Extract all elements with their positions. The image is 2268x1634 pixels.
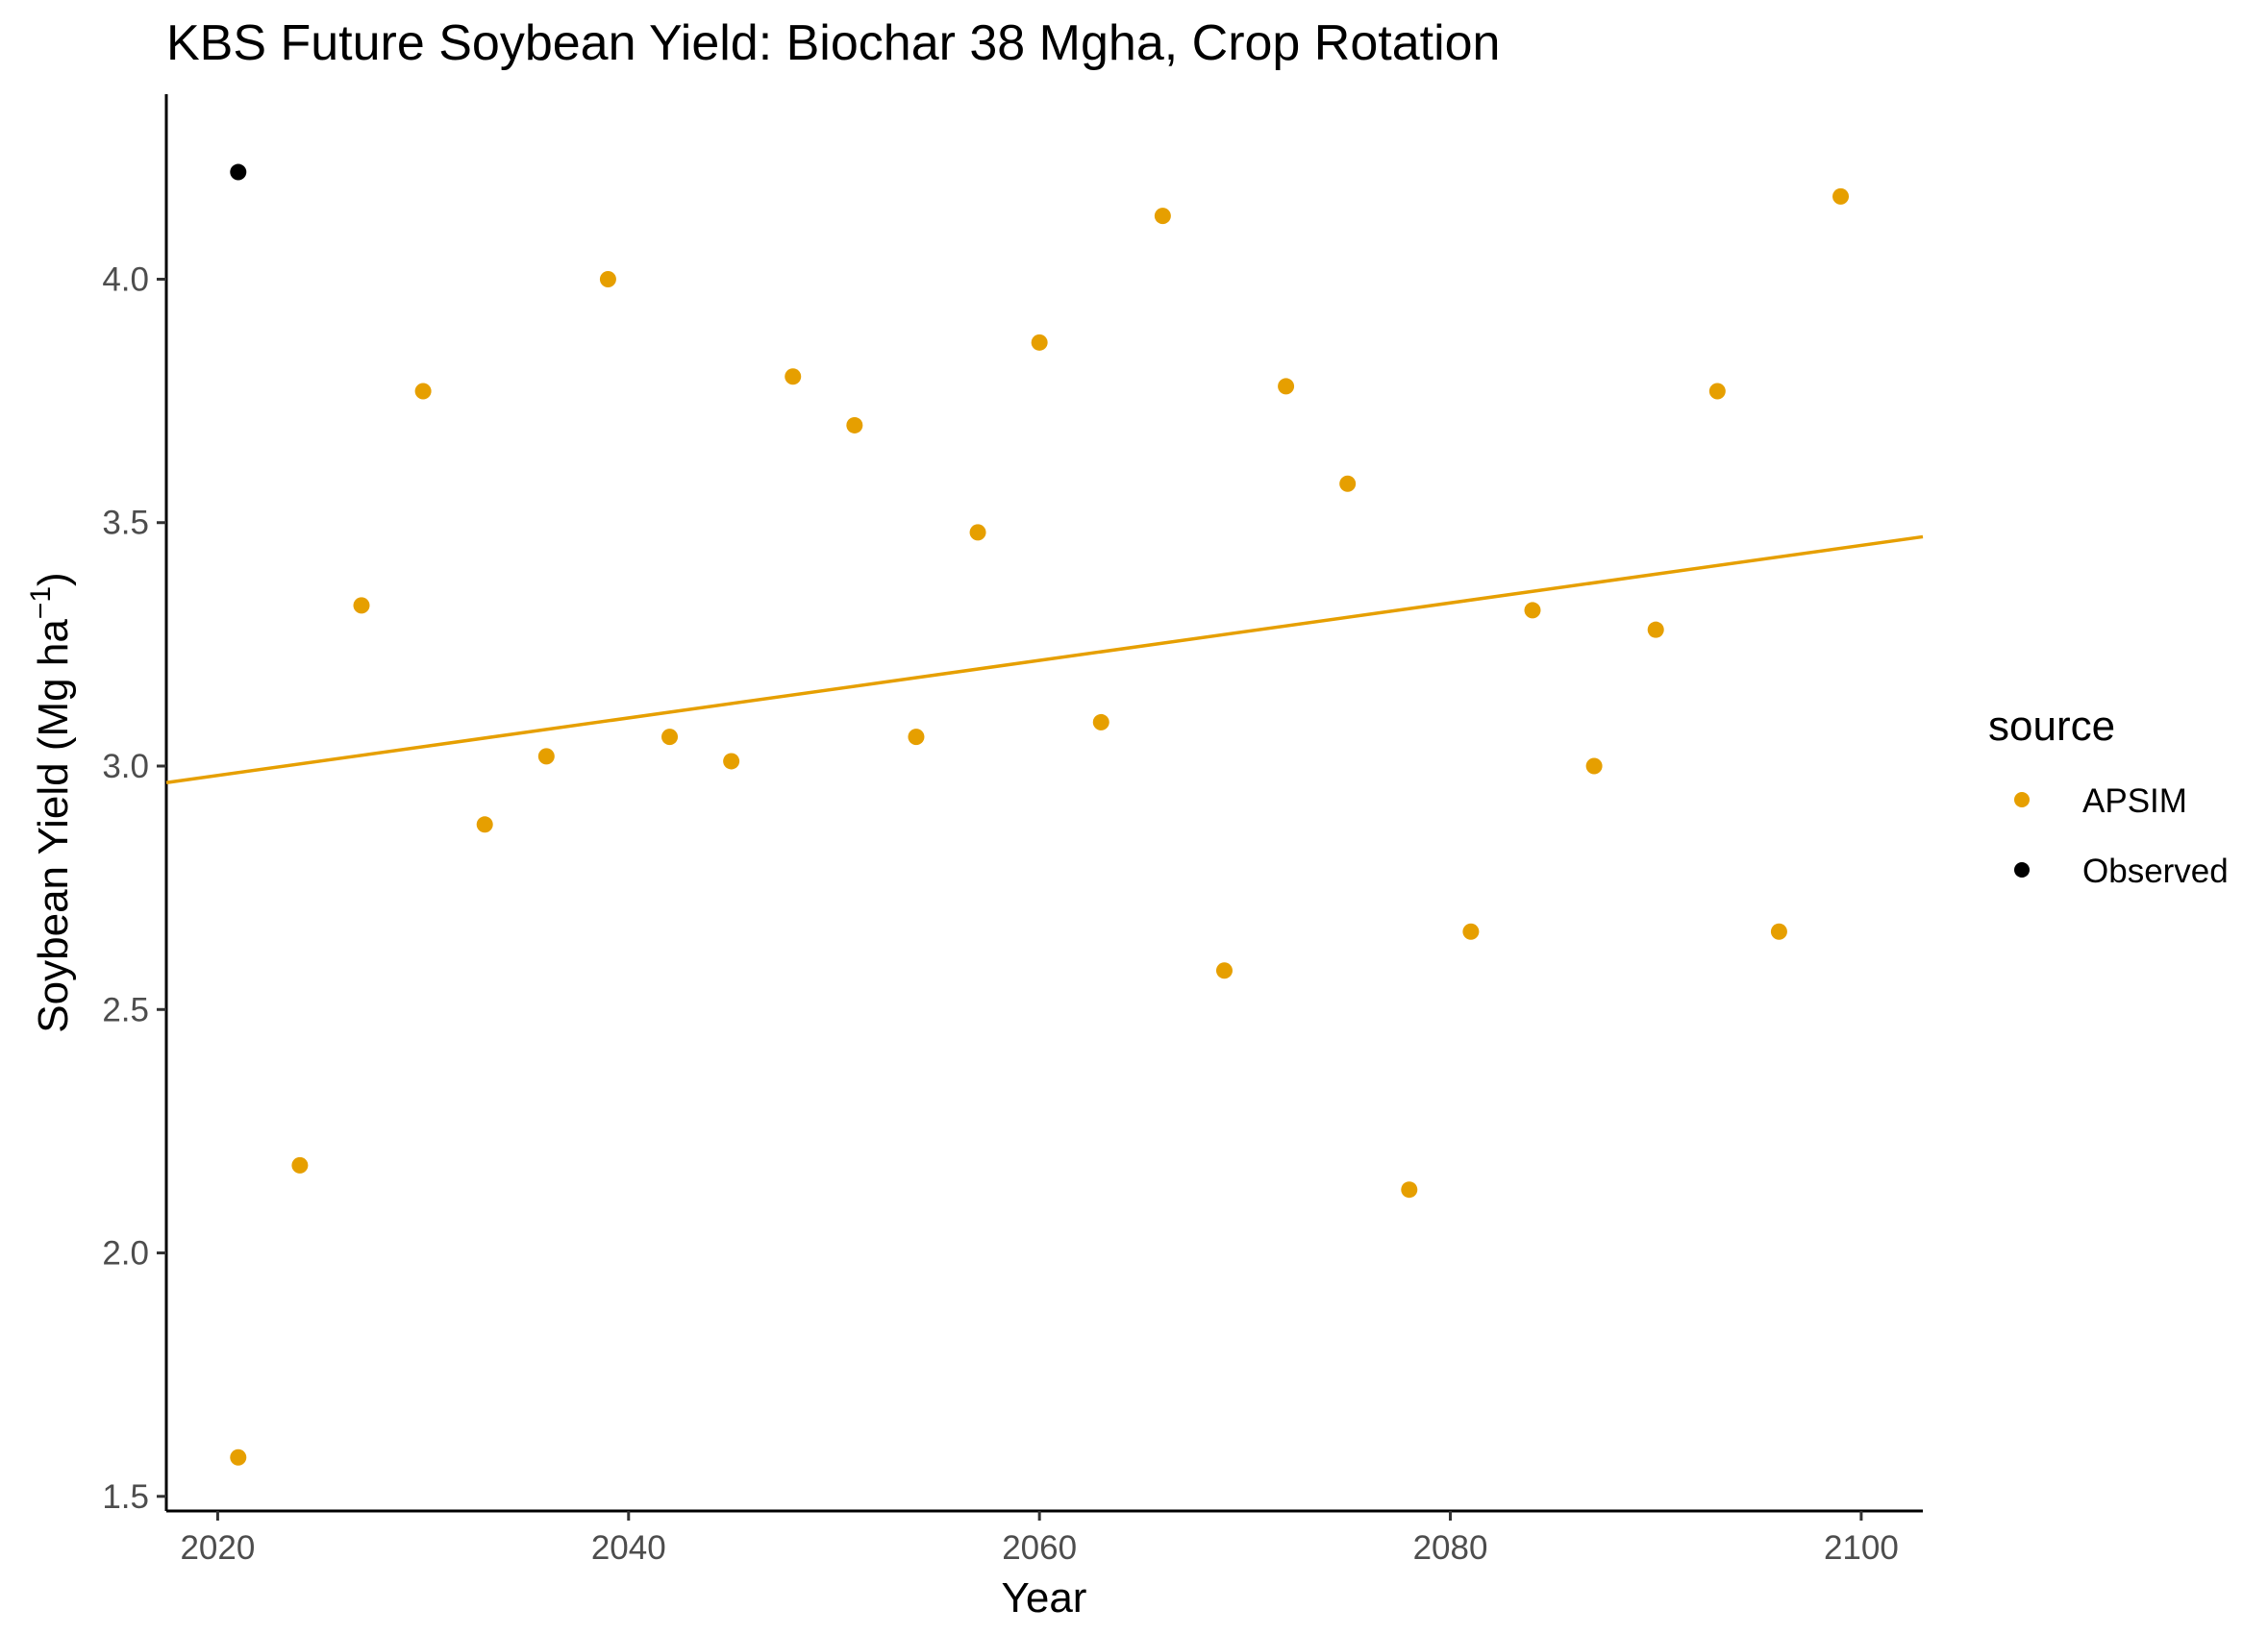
legend-title: source xyxy=(1988,703,2115,750)
legend-key-observed xyxy=(2014,862,2030,878)
x-tick-label: 2060 xyxy=(1002,1529,1077,1567)
data-point-apsim xyxy=(1832,187,1850,205)
x-tick-label: 2080 xyxy=(1413,1529,1488,1567)
trend-line-group xyxy=(165,534,1924,784)
data-point-apsim xyxy=(1708,383,1726,400)
y-tick-label: 4.0 xyxy=(102,260,149,298)
y-tick-label: 2.0 xyxy=(102,1235,149,1273)
legend: source APSIM Observed xyxy=(1988,703,2229,890)
data-point-apsim xyxy=(846,416,863,433)
data-point-apsim xyxy=(1215,962,1233,979)
data-point-observed xyxy=(230,163,247,181)
data-point-apsim xyxy=(1031,334,1048,351)
data-point-apsim xyxy=(414,383,432,400)
data-point-apsim xyxy=(1092,713,1109,730)
x-ticks: 2020 2040 2060 2080 2100 xyxy=(180,1511,1899,1567)
data-point-apsim xyxy=(1585,757,1603,775)
data-point-apsim xyxy=(1339,475,1357,492)
data-point-apsim xyxy=(353,597,370,614)
data-point-apsim xyxy=(1647,621,1664,638)
plot-panel: 1.5 2.0 2.5 3.0 3.5 4.0 2020 2040 2060 2080 2100 xyxy=(102,94,1924,1567)
y-tick-label: 3.0 xyxy=(102,748,149,785)
data-point-apsim xyxy=(537,748,555,765)
data-point-apsim xyxy=(476,816,493,833)
x-axis-title: Year xyxy=(1002,1574,1087,1622)
chart-title: KBS Future Soybean Yield: Biochar 38 Mgh… xyxy=(166,15,1500,71)
x-tick-label: 2020 xyxy=(180,1529,255,1567)
y-axis-title-main: Soybean Yield (Mg ha xyxy=(30,619,77,1033)
data-point-apsim xyxy=(1524,602,1541,619)
y-axis-title: Soybean Yield (Mg ha−1) xyxy=(25,572,77,1032)
legend-key-apsim xyxy=(2014,792,2030,807)
y-tick-label: 3.5 xyxy=(102,505,149,542)
data-point-apsim xyxy=(1770,923,1787,940)
data-point-apsim xyxy=(908,729,925,746)
data-point-apsim xyxy=(1278,378,1295,395)
data-point-apsim xyxy=(599,270,616,287)
data-point-apsim xyxy=(785,368,802,385)
data-point-apsim xyxy=(1462,923,1480,940)
legend-label-observed: Observed xyxy=(2082,853,2229,890)
legend-label-apsim: APSIM xyxy=(2082,782,2187,820)
data-points xyxy=(230,163,1850,1466)
x-tick-label: 2100 xyxy=(1824,1529,1899,1567)
y-tick-label: 2.5 xyxy=(102,991,149,1028)
data-point-apsim xyxy=(661,729,679,746)
y-ticks: 1.5 2.0 2.5 3.0 3.5 4.0 xyxy=(102,260,166,1516)
y-axis-title-superscript: −1 xyxy=(25,586,57,619)
trend-line xyxy=(165,534,1924,784)
data-point-apsim xyxy=(969,524,986,541)
data-point-apsim xyxy=(1401,1181,1418,1199)
data-point-apsim xyxy=(1154,208,1171,225)
x-tick-label: 2040 xyxy=(591,1529,666,1567)
data-point-apsim xyxy=(291,1156,309,1174)
y-tick-label: 1.5 xyxy=(102,1478,149,1516)
data-point-apsim xyxy=(230,1448,247,1466)
y-axis-title-close: ) xyxy=(30,572,77,586)
data-point-apsim xyxy=(723,753,740,770)
